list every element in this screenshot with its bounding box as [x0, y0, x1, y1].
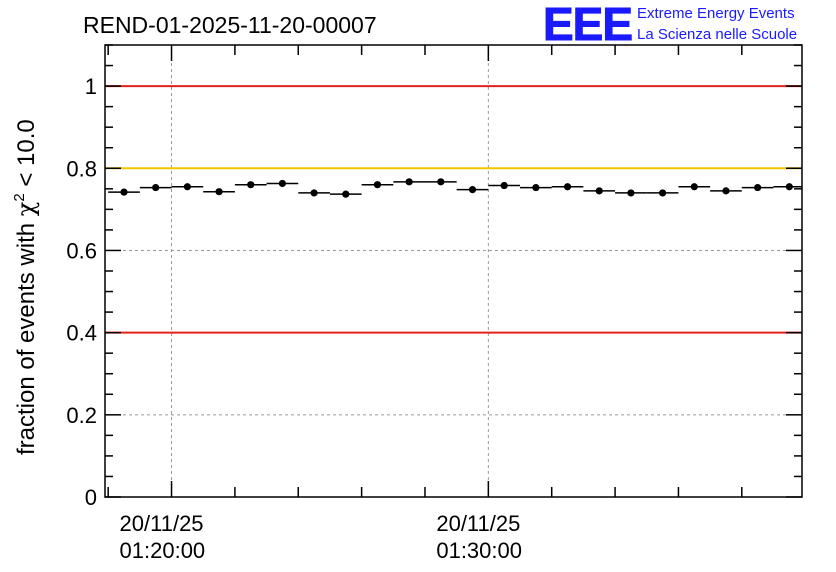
data-point [215, 188, 223, 196]
data-point [342, 190, 350, 198]
data-point [785, 183, 793, 191]
y-tick-label: 0 [85, 485, 97, 510]
data-point [532, 183, 540, 192]
data-series [108, 178, 802, 198]
y-axis-label-sup: 2 [11, 193, 28, 201]
y-tick-label: 0.6 [66, 238, 97, 263]
data-point [373, 181, 382, 189]
x-tick-label-time: 01:30:00 [436, 538, 522, 563]
data-point [183, 183, 191, 191]
data-point [405, 178, 413, 186]
data-point [659, 189, 667, 197]
x-tick-label-date: 20/11/25 [120, 511, 204, 536]
data-point [690, 183, 698, 191]
y-axis-label: fraction of events with χ2 < 10.0 [11, 119, 40, 455]
chart-title: REND-01-2025-11-20-00007 [83, 12, 377, 38]
data-point [437, 178, 445, 186]
plot-frame [104, 44, 803, 498]
y-tick-label: 0.8 [66, 156, 97, 181]
y-axis-label-suffix: < 10.0 [13, 119, 40, 193]
y-tick-label: 0.4 [66, 321, 97, 346]
data-point [500, 181, 508, 190]
logo-line1: Extreme Energy Events [637, 5, 795, 22]
x-tick-label-time: 01:20:00 [120, 538, 206, 563]
reference-lines [105, 85, 802, 334]
data-point [120, 188, 128, 196]
data-point [310, 189, 318, 197]
data-point [152, 183, 160, 192]
eee-logo: EEE Extreme Energy Events La Scienza nel… [543, 0, 798, 51]
x-tick-label-date: 20/11/25 [436, 511, 520, 536]
y-tick-label: 0.2 [66, 403, 97, 428]
data-point [563, 183, 572, 191]
y-tick-label: 1 [85, 74, 97, 99]
data-point [595, 187, 603, 195]
data-point [627, 189, 635, 197]
data-point [247, 181, 255, 189]
y-axis-label-prefix: fraction of events with [13, 216, 40, 455]
data-point [754, 183, 762, 192]
data-point [278, 179, 287, 188]
y-axis-label-symbol: χ [12, 201, 40, 216]
data-point [722, 187, 730, 195]
logo-letters: EEE [543, 0, 632, 50]
data-point [468, 186, 477, 194]
logo-line2: La Scienza nelle Scuole [637, 26, 797, 43]
